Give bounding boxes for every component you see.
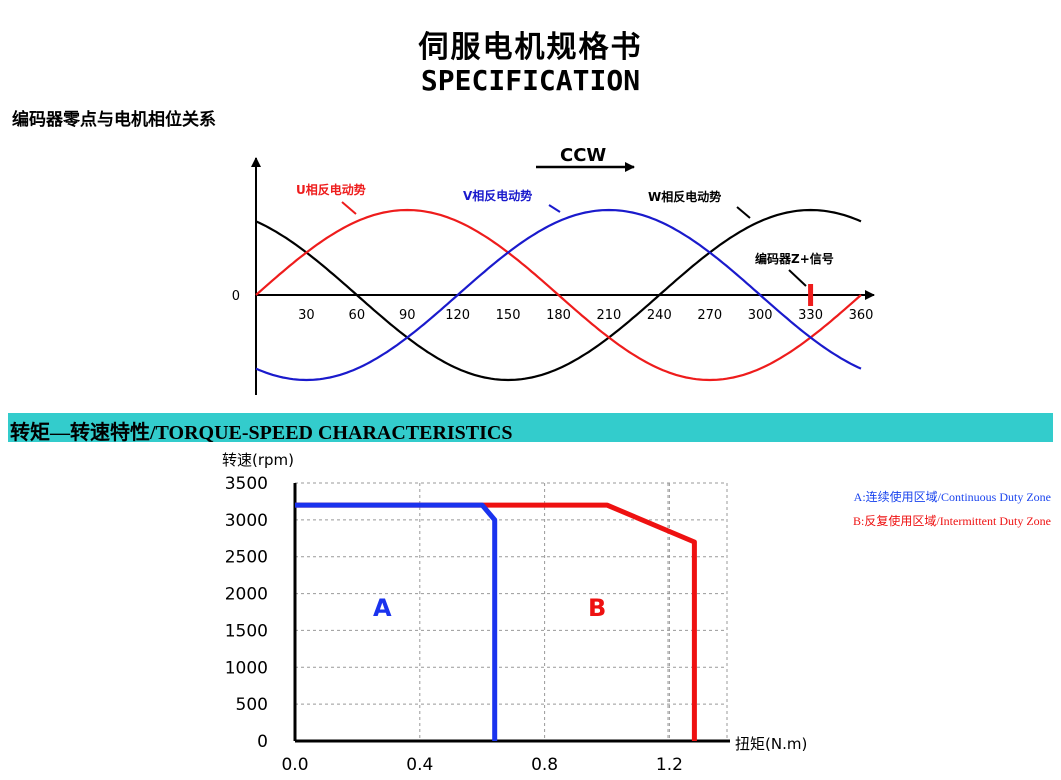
zone-a-curve <box>295 502 498 741</box>
phase-x-tick-label: 360 <box>849 308 874 323</box>
phase-x-tick-label: 30 <box>298 308 315 323</box>
ts-y-tick-label: 3500 <box>225 474 268 494</box>
u-phase-label: U相反电动势 <box>296 182 366 197</box>
ts-x-tick-label: 0.8 <box>531 755 558 775</box>
legend-intermittent-zone: B:反复使用区域/Intermittent Duty Zone <box>853 514 1051 528</box>
w-phase-pointer <box>736 206 751 219</box>
ts-x-tick-label: 0.0 <box>281 755 308 775</box>
ts-y-tick-label: 500 <box>236 695 268 715</box>
phase-x-tick-label: 270 <box>697 308 722 323</box>
phase-curve-u <box>255 208 862 382</box>
u-phase-pointer <box>341 201 357 215</box>
ccw-label: CCW <box>560 145 606 166</box>
ts-x-tick-label: 1.2 <box>656 755 683 775</box>
phase-x-tick-label: 240 <box>647 308 672 323</box>
ts-y-tick-label: 0 <box>257 732 268 752</box>
v-phase-pointer <box>548 204 561 213</box>
zone-a-label: A <box>373 594 392 622</box>
phase-x-tick-label: 150 <box>496 308 521 323</box>
ts-y-tick-label: 1500 <box>225 621 268 641</box>
encoder-section-title: 编码器零点与电机相位关系 <box>12 110 216 130</box>
phase-x-tick-label: 300 <box>748 308 773 323</box>
document-title-en: SPECIFICATION <box>420 64 641 97</box>
w-phase-label: W相反电动势 <box>648 189 721 204</box>
legend-continuous-zone: A:连续使用区域/Continuous Duty Zone <box>853 490 1051 504</box>
encoder-z-marker <box>808 284 814 306</box>
ts-y-tick-label: 2500 <box>225 548 268 568</box>
z-signal-pointer <box>788 269 807 287</box>
phase-curve-v <box>255 208 862 382</box>
ts-y-axis-label: 转速(rpm) <box>222 451 294 469</box>
phase-x-tick-label: 60 <box>349 308 366 323</box>
ts-y-tick-label: 3000 <box>225 511 268 531</box>
phase-x-tick-label: 120 <box>445 308 470 323</box>
zone-b-label: B <box>588 594 606 622</box>
phase-x-tick-label: 330 <box>798 308 823 323</box>
ts-y-tick-label: 2000 <box>225 585 268 605</box>
phase-chart: 0 30 60 90 120 150 180 210 240 270 300 330 360 CCW … <box>232 145 875 395</box>
phase-x-tick-label: 90 <box>399 308 416 323</box>
ts-y-tick-label: 1000 <box>225 658 268 678</box>
z-signal-label: 编码器Z+信号 <box>754 251 834 266</box>
phase-x-tick-label: 180 <box>546 308 571 323</box>
torque-speed-chart: 0 500 1000 1500 2000 2500 3000 3500 0.0 0.4 0.8 1.2… <box>222 451 807 775</box>
torque-section-bar: 转矩—转速特性/TORQUE-SPEED CHARACTERISTICS <box>8 413 1053 444</box>
phase-curve-w <box>255 208 862 382</box>
ts-x-tick-label: 0.4 <box>406 755 433 775</box>
torque-section-title: 转矩—转速特性/TORQUE-SPEED CHARACTERISTICS <box>10 422 513 444</box>
phase-x-tick-label: 210 <box>597 308 622 323</box>
document-title-cn: 伺服电机规格书 <box>418 30 643 65</box>
phase-zero-label: 0 <box>232 289 240 304</box>
ts-x-axis-label: 扭矩(N.m) <box>735 735 807 753</box>
v-phase-label: V相反电动势 <box>463 188 532 203</box>
